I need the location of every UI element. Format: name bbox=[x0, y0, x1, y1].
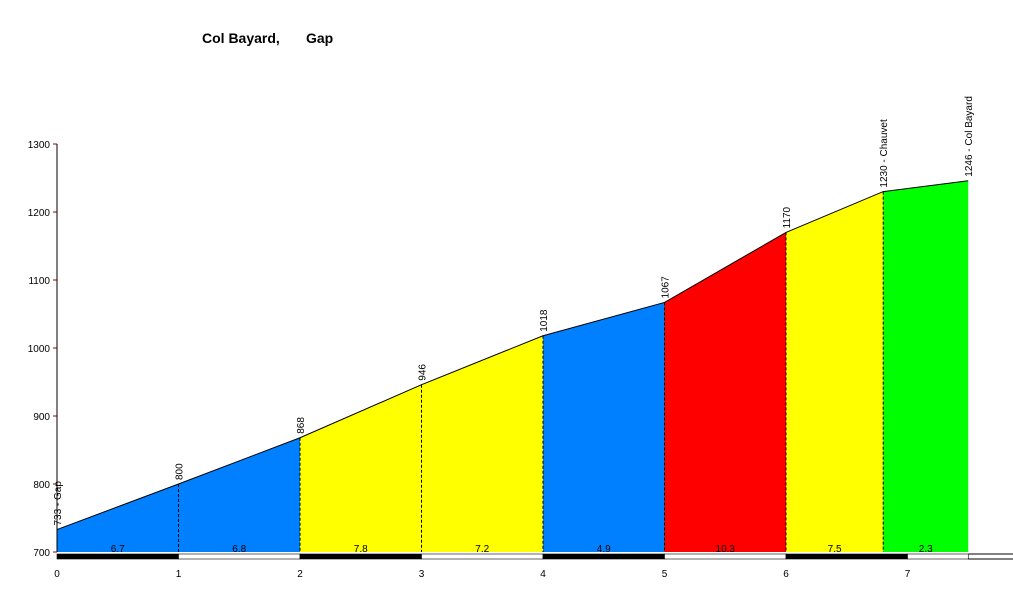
profile-segment-area bbox=[57, 484, 179, 552]
profile-segment-area bbox=[883, 180, 969, 552]
elevation-point-label: 946 bbox=[418, 364, 429, 381]
x-tick-label: 3 bbox=[419, 569, 425, 580]
elevation-point-label: 1170 bbox=[782, 206, 793, 228]
elevation-point-label: 1067 bbox=[661, 276, 672, 299]
y-tick-label: 1300 bbox=[28, 140, 51, 151]
x-tick-label: 7 bbox=[905, 569, 911, 580]
y-tick-label: 900 bbox=[33, 412, 50, 423]
elevation-point-label: 1246 - Col Bayard bbox=[964, 96, 975, 177]
segment-gradient-label: 7.8 bbox=[354, 544, 368, 555]
elevation-point-label: 1018 bbox=[539, 309, 550, 332]
y-tick-label: 800 bbox=[33, 480, 50, 491]
profile-line bbox=[56, 180, 969, 531]
y-tick-label: 1100 bbox=[28, 276, 50, 287]
chart-title: Col Bayard, bbox=[202, 30, 280, 46]
profile-segment-area bbox=[421, 335, 543, 552]
distance-bar-segment bbox=[907, 553, 969, 560]
segment-gradient-label: 7.5 bbox=[828, 544, 842, 555]
chart-subtitle: Gap bbox=[306, 30, 334, 46]
elevation-point-label: 800 bbox=[175, 463, 186, 480]
x-tick-label: 6 bbox=[783, 569, 789, 580]
segment-gradient-label: 4.9 bbox=[597, 544, 611, 555]
segment-gradient-label: 6.7 bbox=[111, 544, 125, 555]
segment-gradient-label: 6.8 bbox=[232, 544, 246, 555]
x-tick-label: 4 bbox=[540, 569, 546, 580]
profile-segment-area bbox=[786, 191, 884, 552]
elevation-point-label: 868 bbox=[296, 417, 307, 434]
profile-segment-area bbox=[543, 302, 665, 552]
y-tick-label: 1200 bbox=[28, 208, 51, 219]
x-tick-label: 2 bbox=[297, 569, 303, 580]
x-tick-label: 1 bbox=[176, 569, 182, 580]
y-tick-label: 1000 bbox=[28, 344, 51, 355]
segment-gradient-label: 2.3 bbox=[919, 544, 933, 555]
elevation-point-label: 733 - Gap bbox=[53, 481, 64, 526]
segment-gradient-label: 7.2 bbox=[475, 544, 489, 555]
elevation-point-label: 1230 - Chauvet bbox=[879, 119, 890, 188]
segment-gradient-label: 10.3 bbox=[716, 544, 736, 555]
distance-bar-segment bbox=[785, 553, 908, 560]
x-tick-label: 5 bbox=[662, 569, 668, 580]
x-tick-label: 0 bbox=[54, 569, 60, 580]
profile-segment-area bbox=[300, 384, 422, 552]
profile-segment-area bbox=[178, 437, 300, 552]
profile-segment-area bbox=[664, 232, 786, 552]
y-tick-label: 700 bbox=[33, 548, 50, 559]
